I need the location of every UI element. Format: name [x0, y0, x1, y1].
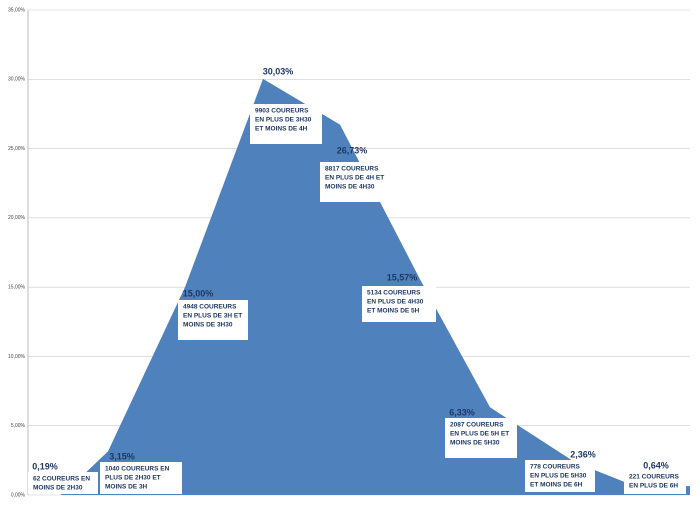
note-box	[362, 286, 436, 322]
note-text: EN PLUS DE 4H30	[367, 299, 424, 306]
note-box	[445, 418, 517, 458]
y-tick-label: 30,00%	[8, 77, 26, 83]
note-text: ET MOINS DE 4H	[255, 126, 308, 133]
note-text: PLUS DE 2H30 ET	[105, 475, 161, 482]
note-text: 9903 COUREURS	[255, 108, 309, 115]
note-text: MOINS DE 2H30	[33, 485, 83, 492]
note-text: MOINS DE 3H30	[183, 322, 233, 329]
y-tick-label: 15,00%	[8, 284, 26, 290]
note-text: EN PLUS DE 6H	[629, 483, 678, 490]
note-text: 62 COUREURS EN	[33, 476, 90, 483]
value-label: 0,19%	[32, 461, 58, 471]
value-label: 6,33%	[449, 407, 475, 417]
note-box	[624, 470, 686, 494]
note-text: EN PLUS DE 3H30	[255, 117, 312, 124]
note-text: ET MOINS DE 5H	[367, 308, 420, 315]
y-tick-label: 0,00%	[11, 492, 26, 498]
value-label: 3,15%	[109, 451, 135, 461]
note-text: 1040 COUREURS EN	[105, 466, 170, 473]
y-tick-label: 5,00%	[11, 423, 26, 429]
y-tick-label: 10,00%	[8, 354, 26, 360]
y-tick-label: 35,00%	[8, 7, 26, 13]
note-text: EN PLUS DE 3H ET	[183, 313, 242, 320]
value-label: 2,36%	[570, 449, 596, 459]
note-text: 221 COUREURS	[629, 474, 680, 481]
value-label: 15,57%	[387, 272, 418, 282]
note-text: EN PLUS DE 4H ET	[325, 175, 384, 182]
note-box	[178, 300, 248, 340]
note-box	[250, 104, 322, 144]
note-box	[28, 472, 98, 494]
note-text: ET MOINS DE 6H	[530, 482, 583, 489]
note-text: 8817 COUREURS	[325, 166, 379, 173]
value-label: 30,03%	[263, 66, 294, 76]
note-text: EN PLUS DE 5H ET	[450, 431, 509, 438]
note-box	[100, 462, 182, 494]
note-text: EN PLUS DE 5H30	[530, 473, 587, 480]
value-label: 0,64%	[643, 460, 669, 470]
note-box	[525, 460, 595, 492]
y-tick-label: 25,00%	[8, 146, 26, 152]
y-tick-label: 20,00%	[8, 215, 26, 221]
value-label: 26,73%	[337, 145, 368, 155]
note-text: MOINS DE 4H30	[325, 184, 375, 191]
note-box	[320, 162, 390, 202]
note-text: MOINS DE 5H30	[450, 440, 500, 447]
note-text: 2087 COUREURS	[450, 422, 504, 429]
note-text: 778 COUREURS	[530, 464, 581, 471]
value-label: 15,00%	[183, 288, 214, 298]
note-text: 5134 COUREURS	[367, 290, 421, 297]
note-text: 4948 COUREURS	[183, 304, 237, 311]
note-text: MOINS DE 3H	[105, 484, 148, 491]
